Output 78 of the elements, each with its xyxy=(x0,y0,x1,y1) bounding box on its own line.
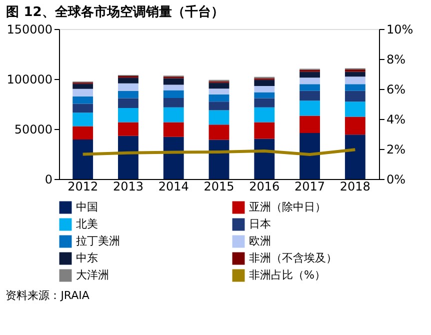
chart-title: 图 12、全球各市场空调销量（千台） xyxy=(6,4,224,20)
bar xyxy=(254,138,275,179)
bar xyxy=(118,108,138,122)
bar xyxy=(254,107,275,122)
bar xyxy=(300,100,320,116)
bar xyxy=(300,133,320,179)
legend-label: 非洲（不含埃及） xyxy=(249,252,337,264)
bar xyxy=(254,92,275,98)
bar xyxy=(254,98,275,108)
bar xyxy=(208,82,230,89)
legend-label: 大洋洲 xyxy=(76,268,109,282)
bar xyxy=(118,122,138,136)
legend-label: 北美 xyxy=(76,218,98,230)
bar xyxy=(344,84,366,91)
legend-label: 亚洲（除中日） xyxy=(249,200,326,214)
x-tick-label: 2018 xyxy=(340,180,370,194)
bar xyxy=(118,90,138,98)
bar xyxy=(72,112,94,126)
bar xyxy=(208,140,230,179)
bar xyxy=(300,78,320,84)
bar xyxy=(344,90,366,102)
bar xyxy=(344,116,366,135)
bar xyxy=(254,80,275,86)
legend-label: 非洲占比（%） xyxy=(249,268,326,282)
y2-tick-label: 2% xyxy=(386,142,406,156)
bar xyxy=(118,83,138,91)
y2-tick-label: 4% xyxy=(386,112,406,126)
bar xyxy=(254,86,275,92)
x-tick-label: 2017 xyxy=(294,180,326,194)
y-tick-label: 50000 xyxy=(14,122,52,136)
y2-tick-label: 10% xyxy=(386,22,414,36)
y-tick-label: 0 xyxy=(44,172,52,186)
bar xyxy=(72,96,94,104)
bar xyxy=(254,122,275,139)
bar xyxy=(72,126,94,140)
text: 资料来源：JRAIA xyxy=(6,289,90,302)
bar xyxy=(163,136,184,179)
x-tick-label: 2012 xyxy=(68,180,98,194)
bar xyxy=(163,78,184,85)
bar xyxy=(300,90,320,101)
bar xyxy=(344,102,366,117)
x-tick-label: 2014 xyxy=(158,180,189,194)
bar xyxy=(163,107,184,122)
legend-label: 欧洲 xyxy=(249,234,271,248)
y2-tick-label: 8% xyxy=(386,52,406,66)
bar xyxy=(300,116,320,133)
legend-label: 拉丁美洲 xyxy=(76,234,120,248)
bar xyxy=(208,110,230,125)
x-tick-label: 2016 xyxy=(249,180,280,194)
bar xyxy=(163,98,184,108)
legend-label: 中东 xyxy=(76,252,98,264)
y2-tick-label: 6% xyxy=(386,82,406,96)
bar xyxy=(344,72,366,77)
bar xyxy=(208,94,230,102)
bar xyxy=(72,104,94,113)
bar xyxy=(118,98,138,108)
bar xyxy=(344,76,366,84)
x-tick-label: 2013 xyxy=(112,180,144,194)
y-tick-label: 100000 xyxy=(6,72,52,86)
bar xyxy=(208,124,230,140)
bar xyxy=(163,90,184,98)
bar xyxy=(72,84,94,89)
bar xyxy=(300,72,320,78)
bar xyxy=(72,88,94,96)
legend-label: 日本 xyxy=(249,218,271,230)
y-tick-label: 150000 xyxy=(6,22,52,36)
bar xyxy=(344,134,366,179)
x-tick-label: 2015 xyxy=(204,180,234,194)
legend-label: 中国 xyxy=(76,200,98,214)
bar xyxy=(118,136,138,179)
bar xyxy=(208,88,230,94)
bar xyxy=(300,84,320,91)
bar xyxy=(163,122,184,137)
bar xyxy=(208,102,230,110)
bar xyxy=(118,78,138,84)
bar xyxy=(163,84,184,90)
y2-tick-label: 0% xyxy=(386,172,406,186)
bar xyxy=(72,140,94,179)
